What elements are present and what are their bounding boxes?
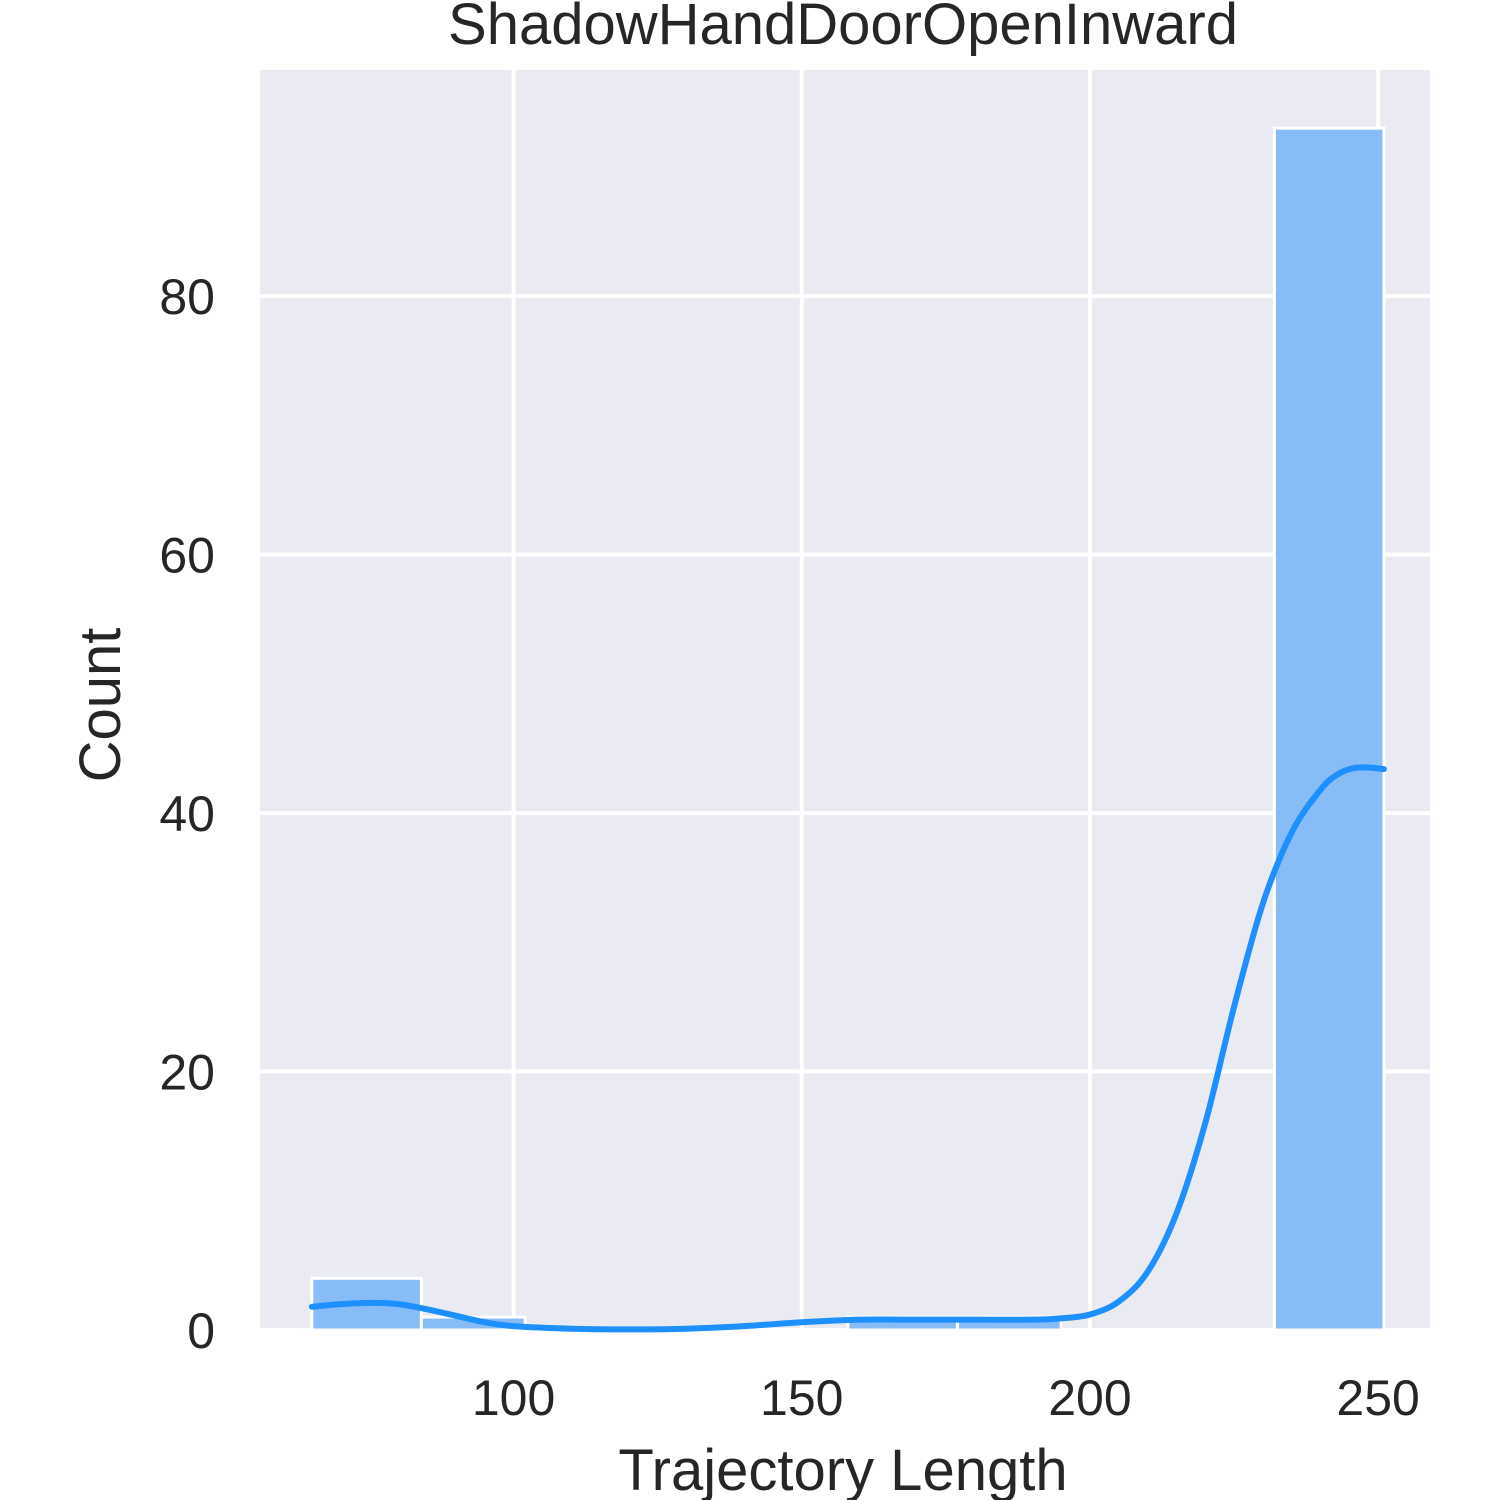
kde-curve (308, 764, 1387, 1333)
x-tick-label-250: 250 (1336, 1370, 1419, 1426)
tick-labels: 100 150 200 250 0 20 40 60 80 (159, 269, 1419, 1426)
histogram-bar-9 (1272, 126, 1386, 1332)
y-tick-label-40: 40 (159, 786, 215, 842)
x-tick-label-200: 200 (1048, 1370, 1131, 1426)
y-axis-label: Count (68, 628, 133, 783)
y-tick-label-60: 60 (159, 528, 215, 584)
x-axis-label: Trajectory Length (618, 1438, 1067, 1500)
y-tick-label-20: 20 (159, 1045, 215, 1101)
histogram-bars (310, 126, 1386, 1332)
plot-background (260, 70, 1430, 1330)
kde-curve-group (308, 764, 1387, 1333)
x-tick-label-150: 150 (760, 1370, 843, 1426)
chart-title: ShadowHandDoorOpenInward (448, 0, 1238, 57)
y-tick-label-0: 0 (187, 1303, 215, 1359)
y-tick-label-80: 80 (159, 269, 215, 325)
x-tick-label-100: 100 (472, 1370, 555, 1426)
